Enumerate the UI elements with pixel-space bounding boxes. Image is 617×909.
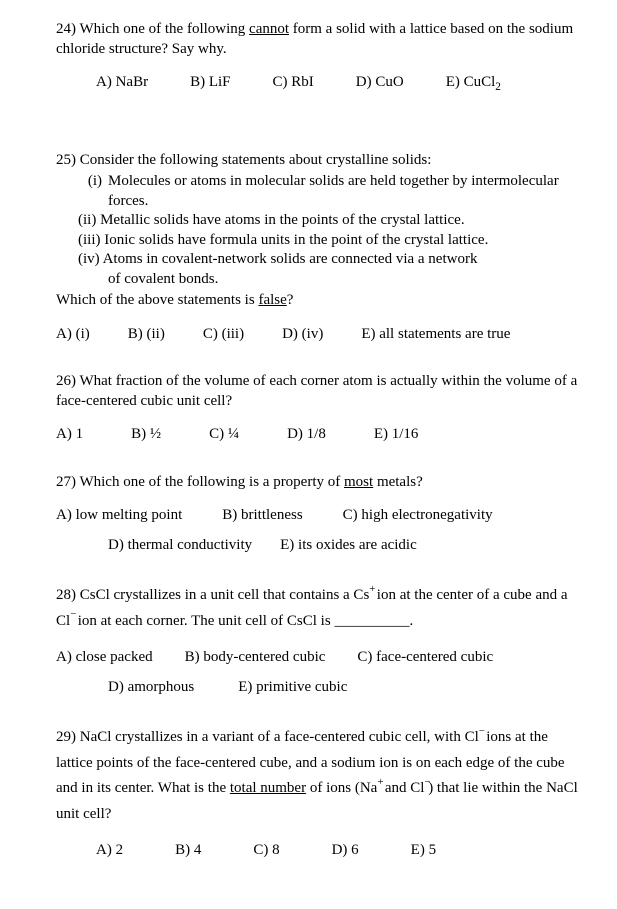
q25-i-text: Molecules or atoms in molecular solids a… xyxy=(108,172,587,211)
q25-stmt-iv-1: (iv) Atoms in covalent-network solids ar… xyxy=(78,250,587,270)
q27-stem-2: metals? xyxy=(373,474,423,490)
q27-opt-d: D) thermal conductivity xyxy=(108,536,252,556)
q29-opt-a: A) 2 xyxy=(96,841,123,861)
q28-opt-d: D) amorphous xyxy=(108,678,194,698)
q28-opt-c: C) face-centered cubic xyxy=(357,648,493,668)
q27-opt-e: E) its oxides are acidic xyxy=(280,536,417,556)
q25-ask-u: false xyxy=(258,292,286,308)
q24-opt-a: A) NaBr xyxy=(96,73,148,95)
plus-icon: + xyxy=(377,773,383,791)
question-26: 26) What fraction of the volume of each … xyxy=(56,372,587,445)
q24-underline: cannot xyxy=(249,21,289,37)
q24-opt-b: B) LiF xyxy=(190,73,230,95)
q29-stem-1: NaCl crystallizes in a variant of a face… xyxy=(80,729,479,745)
q28-blank: __________ xyxy=(334,613,409,629)
q24-opt-e-pre: E) CuCl xyxy=(446,74,496,90)
q28-stem-3: ion at each corner. The unit cell of CsC… xyxy=(74,613,335,629)
q26-stem: 26) What fraction of the volume of each … xyxy=(56,372,587,411)
q25-stmt-iii: (iii) Ionic solids have formula units in… xyxy=(78,231,587,251)
minus-icon: − xyxy=(424,773,430,791)
q29-opt-d: D) 6 xyxy=(332,841,359,861)
q28-number: 28) xyxy=(56,587,76,603)
q28-stem-1: CsCl crystallizes in a unit cell that co… xyxy=(80,587,370,603)
q28-options-row2: D) amorphous E) primitive cubic xyxy=(56,678,587,698)
q25-stmt-i: (i)Molecules or atoms in molecular solid… xyxy=(78,172,587,211)
q25-ask: Which of the above statements is false? xyxy=(56,291,587,311)
q28-opt-b: B) body-centered cubic xyxy=(185,648,326,668)
q26-opt-c: C) ¼ xyxy=(209,425,239,445)
q27-options-row2: D) thermal conductivity E) its oxides ar… xyxy=(56,536,587,556)
q26-stem-text: What fraction of the volume of each corn… xyxy=(56,373,577,409)
question-27: 27) Which one of the following is a prop… xyxy=(56,473,587,556)
question-24: 24) Which one of the following cannot fo… xyxy=(56,20,587,95)
q29-opt-c: C) 8 xyxy=(253,841,279,861)
q25-opt-b: B) (ii) xyxy=(128,325,165,345)
minus-icon: − xyxy=(70,605,76,623)
q25-opt-c: C) (iii) xyxy=(203,325,244,345)
q27-under: most xyxy=(344,474,373,490)
q25-stem: 25) Consider the following statements ab… xyxy=(56,151,587,171)
q26-opt-e: E) 1/16 xyxy=(374,425,419,445)
q24-opt-c: C) RbI xyxy=(273,73,314,95)
q26-opt-b: B) ½ xyxy=(131,425,161,445)
q25-i-label: (i) xyxy=(78,172,102,211)
q27-options-row1: A) low melting point B) brittleness C) h… xyxy=(56,506,587,526)
q25-ask-2: ? xyxy=(287,292,294,308)
q25-ask-1: Which of the above statements is xyxy=(56,292,258,308)
q28-stem-4: . xyxy=(409,613,413,629)
q24-number: 24) xyxy=(56,21,76,37)
q25-stem-text: Consider the following statements about … xyxy=(80,152,432,168)
q29-stem: 29) NaCl crystallizes in a variant of a … xyxy=(56,725,587,827)
q29-opt-b: B) 4 xyxy=(175,841,201,861)
q27-opt-a: A) low melting point xyxy=(56,506,182,526)
q29-under: total number xyxy=(230,780,306,796)
q24-opt-e: E) CuCl2 xyxy=(446,73,501,95)
q24-stem-text-1: Which one of the following xyxy=(79,21,249,37)
q25-number: 25) xyxy=(56,152,76,168)
q29-number: 29) xyxy=(56,729,76,745)
q27-opt-c: C) high electronegativity xyxy=(343,506,493,526)
question-25: 25) Consider the following statements ab… xyxy=(56,151,587,345)
q27-stem-1: Which one of the following is a property… xyxy=(79,474,344,490)
q25-statements: (i)Molecules or atoms in molecular solid… xyxy=(56,172,587,289)
q26-options: A) 1 B) ½ C) ¼ D) 1/8 E) 1/16 xyxy=(56,425,587,445)
q27-stem: 27) Which one of the following is a prop… xyxy=(56,473,587,493)
q28-opt-e: E) primitive cubic xyxy=(238,678,347,698)
minus-icon: − xyxy=(479,722,485,740)
q25-options: A) (i) B) (ii) C) (iii) D) (iv) E) all s… xyxy=(56,325,587,345)
q28-opt-a: A) close packed xyxy=(56,648,153,668)
question-29: 29) NaCl crystallizes in a variant of a … xyxy=(56,725,587,861)
q24-stem: 24) Which one of the following cannot fo… xyxy=(56,20,587,59)
q24-options: A) NaBr B) LiF C) RbI D) CuO E) CuCl2 xyxy=(56,73,587,95)
q27-opt-b: B) brittleness xyxy=(222,506,302,526)
q29-opt-e: E) 5 xyxy=(411,841,436,861)
q28-stem: 28) CsCl crystallizes in a unit cell tha… xyxy=(56,583,587,634)
q25-opt-d: D) (iv) xyxy=(282,325,323,345)
plus-icon: + xyxy=(369,580,375,598)
q29-stem-3: of ions (Na xyxy=(306,780,377,796)
q29-stem-4: and Cl xyxy=(381,780,424,796)
q25-stmt-ii: (ii) Metallic solids have atoms in the p… xyxy=(78,211,587,231)
q24-opt-d: D) CuO xyxy=(356,73,404,95)
q25-opt-a: A) (i) xyxy=(56,325,90,345)
q26-number: 26) xyxy=(56,373,76,389)
q27-number: 27) xyxy=(56,474,76,490)
q28-options-row1: A) close packed B) body-centered cubic C… xyxy=(56,648,587,668)
q24-opt-e-sub: 2 xyxy=(495,81,501,93)
q25-stmt-iv-2: of covalent bonds. xyxy=(78,270,587,290)
q25-opt-e: E) all statements are true xyxy=(361,325,510,345)
q26-opt-a: A) 1 xyxy=(56,425,83,445)
q29-options: A) 2 B) 4 C) 8 D) 6 E) 5 xyxy=(56,841,587,861)
question-28: 28) CsCl crystallizes in a unit cell tha… xyxy=(56,583,587,697)
q26-opt-d: D) 1/8 xyxy=(287,425,326,445)
